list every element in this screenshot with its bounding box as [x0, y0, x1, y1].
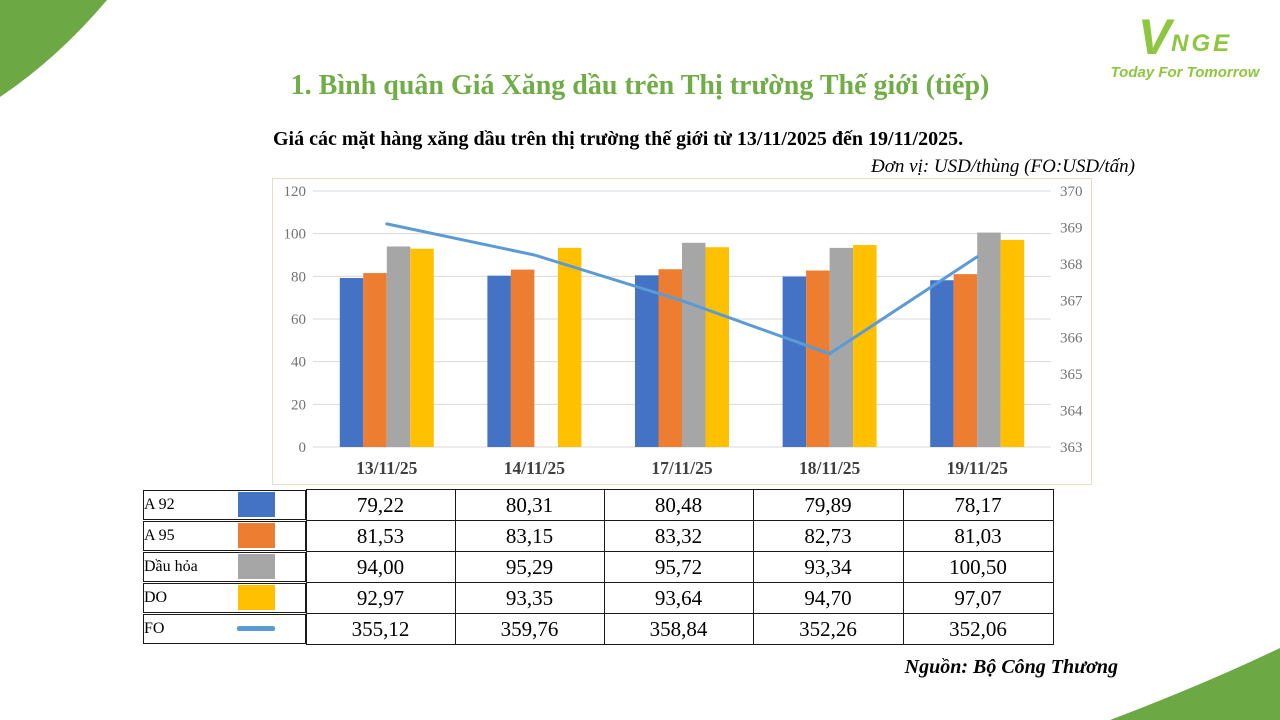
bar-a-92: [782, 276, 807, 447]
right-axis-tick-label: 367: [1060, 294, 1083, 310]
bar-do: [705, 247, 729, 447]
right-axis-tick-label: 364: [1060, 403, 1083, 419]
legend-cell: A 95: [143, 520, 306, 551]
corner-decoration-bottom-right: [1110, 648, 1280, 720]
category-label: 17/11/25: [651, 458, 713, 478]
logo-wordmark: VNGE: [1110, 12, 1260, 62]
value-cell: 93,35: [454, 582, 605, 614]
left-axis-tick-label: 0: [299, 440, 307, 456]
value-cell: 95,29: [454, 551, 605, 583]
table-row: DO 92,97 93,35 93,64 94,70 97,07: [143, 582, 1054, 614]
table-row: FO 355,12 359,76 358,84 352,26 352,06: [143, 613, 1054, 645]
source-note: Nguồn: Bộ Công Thương: [904, 656, 1118, 678]
series-color-swatch: [237, 554, 275, 579]
bar-dầu-hỏa: [977, 232, 1001, 447]
price-table-body: A 92 79,22 80,31 80,48 79,89 78,17 A 95 81,53 83…: [143, 489, 1054, 645]
series-label: DO: [144, 588, 168, 606]
price-chart: 0 20 40 60 80 100 120 363 364 365 366 367 368 369 370 1…: [272, 178, 1092, 485]
series-color-swatch: [237, 585, 275, 610]
value-cell: 352,26: [752, 613, 904, 645]
right-axis-tick-label: 368: [1060, 257, 1083, 273]
value-cell: 352,06: [902, 613, 1054, 645]
table-row: Dầu hỏa 94,00 95,29 95,72 93,34 100,50: [143, 551, 1054, 583]
value-cell: 82,73: [752, 520, 904, 552]
bar-a-95: [806, 270, 830, 447]
series-label: Dầu hỏa: [144, 557, 198, 575]
category-label: 18/11/25: [799, 458, 861, 478]
bar-a-92: [339, 277, 364, 447]
unit-note: Đơn vị: USD/thùng (FO:USD/tấn): [871, 156, 1135, 177]
value-cell: 95,72: [603, 551, 754, 583]
left-axis-tick-label: 40: [291, 355, 306, 371]
logo-v-letter: V: [1137, 9, 1172, 65]
table-row: A 95 81,53 83,15 83,32 82,73 81,03: [143, 520, 1054, 552]
price-chart-svg: 0 20 40 60 80 100 120 363 364 365 366 367 368 369 370 1…: [284, 184, 1084, 478]
legend-cell: A 92: [143, 489, 306, 520]
legend-cell: FO: [143, 613, 306, 644]
value-cell: 81,53: [305, 520, 456, 552]
price-table: A 92 79,22 80,31 80,48 79,89 78,17 A 95 81,53 83…: [143, 489, 1054, 645]
right-axis-tick-label: 366: [1060, 330, 1083, 346]
chart-subtitle: Giá các mặt hàng xăng dầu trên thị trườn…: [273, 128, 964, 150]
bar-a-95: [658, 269, 682, 447]
bar-dầu-hỏa: [386, 246, 411, 447]
bar-a-95: [510, 269, 535, 447]
category-label: 19/11/25: [947, 458, 1009, 478]
table-row: A 92 79,22 80,31 80,48 79,89 78,17: [143, 489, 1054, 521]
value-cell: 100,50: [902, 551, 1054, 583]
right-axis-tick-label: 369: [1060, 221, 1083, 237]
value-cell: 79,89: [752, 489, 904, 521]
bar-do: [1000, 239, 1025, 447]
value-cell: 359,76: [454, 613, 605, 645]
series-label: A 92: [144, 495, 175, 513]
bar-do: [410, 248, 434, 447]
left-axis-tick-label: 120: [284, 184, 307, 200]
value-cell: 83,15: [454, 520, 605, 552]
page-title: 1. Bình quân Giá Xăng dầu trên Thị trườn…: [290, 70, 990, 101]
right-axis-tick-label: 365: [1060, 367, 1083, 383]
vnge-logo: VNGE Today For Tomorrow: [1110, 12, 1260, 81]
bar-a-92: [635, 275, 659, 447]
value-cell: 358,84: [603, 613, 754, 645]
value-cell: 355,12: [305, 613, 456, 645]
value-cell: 78,17: [902, 489, 1054, 521]
category-label: 14/11/25: [504, 458, 566, 478]
category-label: 13/11/25: [356, 458, 418, 478]
fo-line: [385, 222, 979, 356]
bar-a-92: [487, 275, 511, 447]
series-color-swatch: [237, 492, 275, 517]
value-cell: 80,31: [454, 489, 605, 521]
value-cell: 92,97: [305, 582, 456, 614]
bar-dầu-hỏa: [682, 242, 706, 447]
bar-do: [557, 247, 582, 447]
right-axis-tick-label: 370: [1060, 184, 1083, 200]
legend-cell: Dầu hỏa: [143, 551, 306, 582]
series-color-swatch: [237, 523, 275, 548]
value-cell: 94,70: [752, 582, 904, 614]
left-axis-tick-label: 100: [284, 227, 307, 243]
value-cell: 79,22: [305, 489, 456, 521]
value-cell: 97,07: [902, 582, 1054, 614]
value-cell: 94,00: [305, 551, 456, 583]
bar-do: [853, 244, 877, 447]
left-axis-tick-label: 80: [291, 269, 306, 285]
value-cell: 83,32: [603, 520, 754, 552]
value-cell: 93,34: [752, 551, 904, 583]
left-axis-tick-label: 60: [291, 312, 306, 328]
legend-cell: DO: [143, 582, 306, 613]
left-axis-tick-label: 20: [291, 397, 306, 413]
value-cell: 93,64: [603, 582, 754, 614]
series-label: A 95: [144, 526, 175, 544]
bar-a-92: [930, 280, 954, 447]
bar-a-95: [953, 274, 978, 447]
fo-line-swatch: [236, 626, 275, 631]
series-label: FO: [144, 619, 165, 637]
logo-tagline: Today For Tomorrow: [1110, 64, 1260, 81]
value-cell: 80,48: [603, 489, 754, 521]
bar-a-95: [363, 273, 387, 447]
logo-nge-letters: NGE: [1171, 30, 1233, 57]
right-axis-tick-label: 363: [1060, 440, 1083, 456]
value-cell: 81,03: [902, 520, 1054, 552]
